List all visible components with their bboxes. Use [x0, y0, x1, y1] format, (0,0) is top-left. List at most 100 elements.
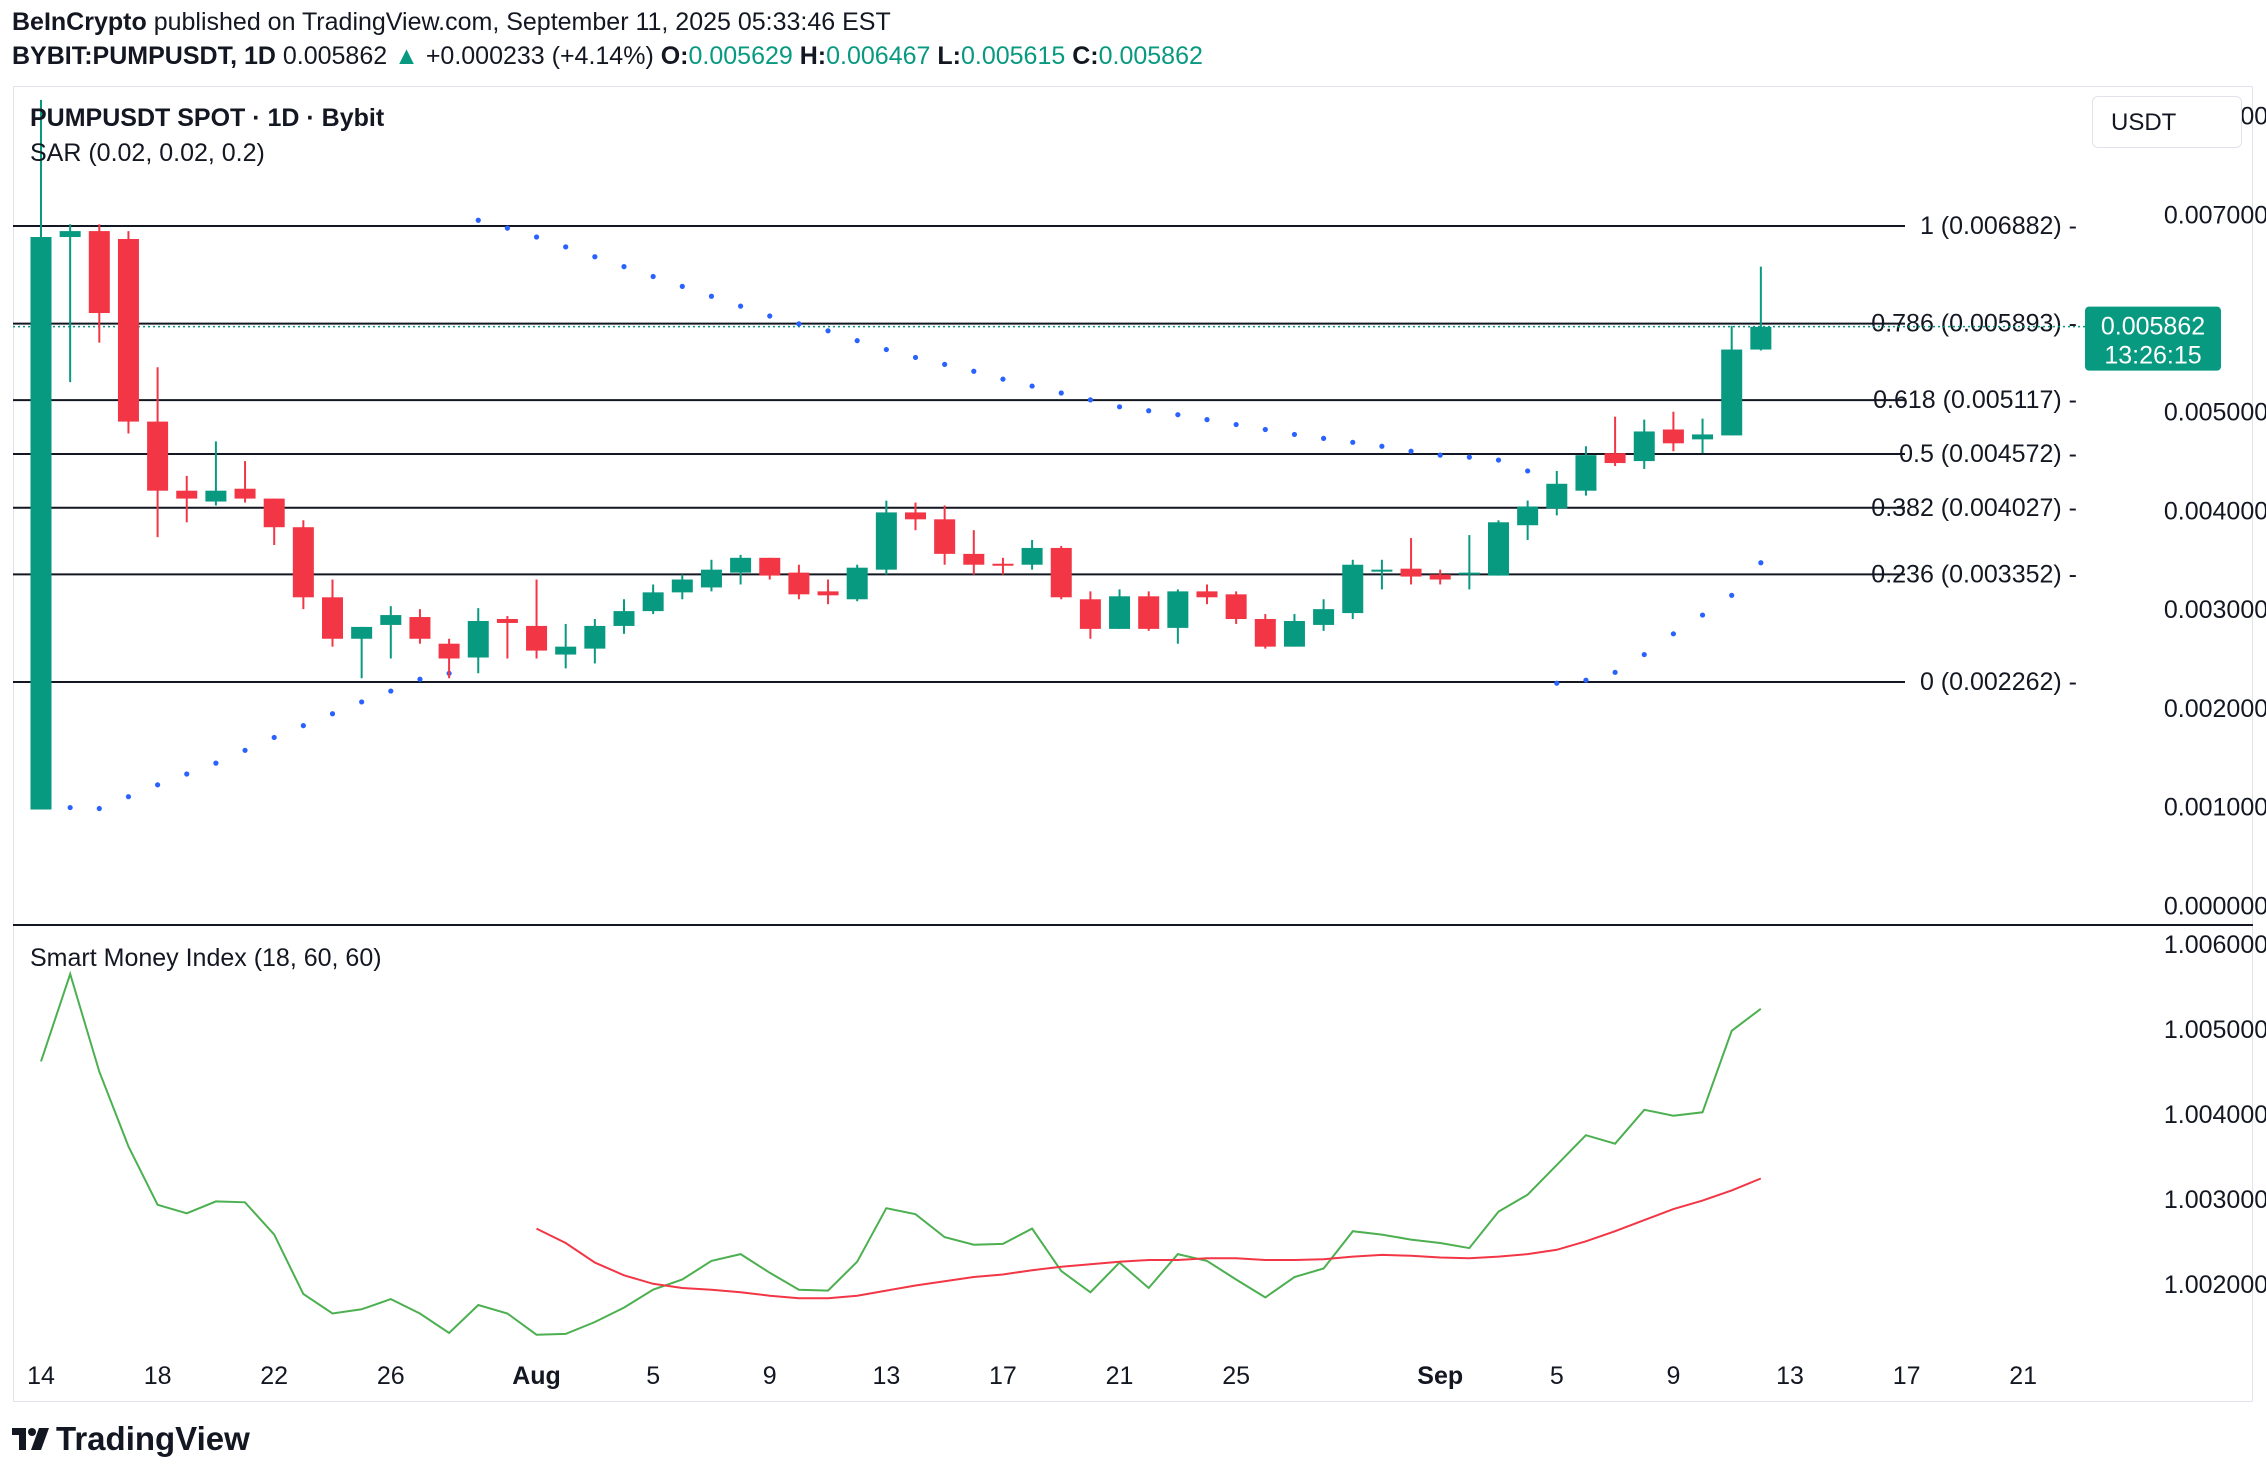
sar-dot	[533, 234, 540, 240]
candle-body	[467, 620, 489, 658]
candle-body	[642, 592, 664, 612]
time-tick-label: 17	[989, 1362, 1017, 1390]
candle-body	[1633, 431, 1655, 462]
smi-legend[interactable]: Smart Money Index (18, 60, 60)	[30, 944, 382, 972]
candle-body	[788, 572, 810, 595]
candle-body	[992, 563, 1014, 566]
sar-dot	[679, 283, 685, 289]
candle-body	[1050, 547, 1072, 598]
candle-body	[1079, 599, 1101, 629]
candle-body	[117, 238, 139, 422]
price-axis: 0.0080000.0070000.0050000.0040000.003000…	[2164, 103, 2266, 921]
smi-tick-label: 1.005000	[2164, 1016, 2266, 1044]
sar-dot	[825, 328, 831, 334]
candle-body	[176, 490, 198, 499]
currency-button[interactable]: USDT	[2092, 96, 2242, 148]
fib-label: 1 (0.006882) -	[1920, 212, 2077, 240]
sar-dot	[1233, 421, 1239, 428]
price-tag-box	[2085, 306, 2221, 371]
candle-body	[1196, 591, 1218, 598]
sar-dot	[67, 804, 73, 811]
candle-body	[1488, 522, 1509, 576]
sar-dot	[1116, 404, 1123, 410]
time-tick-label: 9	[763, 1362, 777, 1390]
low-value: 0.005615	[960, 42, 1066, 70]
fib-label: 0.236 (0.003352) -	[1871, 560, 2077, 588]
price-tick-label: 0.003000	[2164, 596, 2266, 624]
sar-dot	[359, 699, 365, 705]
candle-body	[1400, 568, 1422, 577]
sar-dot	[213, 760, 219, 766]
time-tick-label: 5	[646, 1362, 660, 1390]
sar-dot	[475, 217, 481, 223]
candle-body	[934, 519, 956, 554]
time-tick-label: 9	[1666, 1362, 1680, 1390]
candle-body	[263, 498, 285, 528]
tradingview-logo-icon	[12, 1428, 49, 1450]
candle-body	[1167, 591, 1189, 628]
candle-body	[1575, 455, 1597, 491]
sar-dot	[96, 805, 102, 812]
fib-label: 0.618 (0.005117) -	[1873, 386, 2077, 414]
sar-dot	[1204, 417, 1210, 423]
close-label: C:	[1072, 42, 1099, 70]
candles	[30, 99, 1772, 810]
candle-body	[1692, 434, 1714, 440]
candle-body	[88, 231, 110, 314]
sar-dot	[1554, 680, 1560, 686]
sar-legend[interactable]: SAR (0.02, 0.02, 0.2)	[30, 139, 265, 167]
sar-dot	[1612, 669, 1618, 675]
price-tick-label: 0.000000	[2164, 892, 2266, 920]
sar-dot	[883, 346, 889, 353]
price-tick-label: 0.007000	[2164, 201, 2266, 229]
time-tick-label: 5	[1550, 1362, 1564, 1390]
symbol-label: BYBIT:PUMPUSDT, 1D	[12, 42, 276, 70]
publisher-name[interactable]: BeInCrypto	[12, 8, 147, 36]
sar-dot	[242, 747, 248, 753]
candle-body	[205, 490, 227, 502]
candle-body	[905, 512, 926, 520]
sar-dot	[1087, 397, 1093, 403]
sar-dot	[1408, 448, 1414, 454]
price-tick-label: 0.002000	[2164, 695, 2266, 723]
candle-body	[1546, 483, 1568, 509]
last-price: 0.005862	[282, 42, 388, 70]
candle-body	[292, 527, 314, 598]
sar-dot	[388, 688, 394, 694]
sar-dot	[155, 782, 161, 788]
candle-body	[875, 512, 897, 570]
candle-body	[730, 557, 752, 573]
candle-body	[1517, 506, 1539, 526]
price-tick-label: 0.005000	[2164, 399, 2266, 427]
price-tick-label: 0.004000	[2164, 497, 2266, 525]
sar-dot	[329, 711, 336, 717]
fib-label: 0 (0.002262) -	[1920, 668, 2077, 696]
candle-body	[409, 617, 431, 639]
smi-signal-line	[536, 1177, 1762, 1300]
candle-body	[1283, 620, 1305, 647]
sar-dot	[1350, 439, 1356, 445]
sar-dot	[300, 723, 306, 729]
candle-body	[147, 421, 169, 491]
low-label: L:	[937, 42, 961, 70]
sar-dot	[1146, 408, 1152, 414]
candle-body	[380, 615, 402, 625]
candle-body	[700, 569, 722, 588]
sar-dot	[1729, 592, 1735, 598]
high-value: 0.006467	[826, 42, 931, 70]
candle-body	[1750, 326, 1772, 350]
tradingview-logo[interactable]: TradingView	[12, 1420, 250, 1458]
open-value: 0.005629	[688, 42, 793, 70]
time-tick-label: 13	[872, 1362, 900, 1390]
candle-body	[1662, 429, 1684, 444]
candle-body	[1021, 547, 1043, 565]
candle-body	[1458, 572, 1480, 575]
pane-title: PUMPUSDT SPOT · 1D · Bybit	[30, 104, 385, 132]
sar-dot	[1291, 431, 1298, 438]
fib-label: 0.382 (0.004027) -	[1871, 494, 2077, 522]
candle-body	[59, 231, 81, 238]
candle-body	[846, 567, 868, 600]
sar-dot	[1583, 677, 1589, 683]
smi-tick-label: 1.003000	[2164, 1186, 2266, 1214]
